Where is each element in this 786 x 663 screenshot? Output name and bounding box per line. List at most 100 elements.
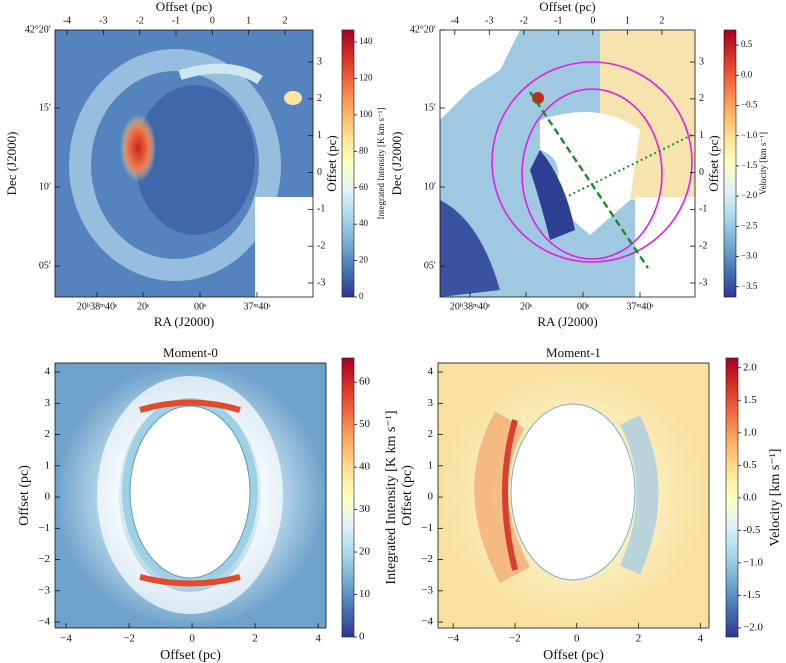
panel-title: Moment-0 [163, 345, 218, 360]
colorbar-tick-label: −0.5 [741, 100, 758, 110]
top-tick-label: -4 [451, 15, 459, 26]
colorbar-label: Velocity [km s⁻¹] [768, 449, 783, 547]
colorbar-tick-label: 20 [359, 546, 371, 558]
colorbar-tick-label: -0.5 [743, 524, 761, 536]
plot-frame [54, 362, 327, 629]
top-tick-label: 0 [210, 15, 215, 26]
plot-frame [437, 362, 710, 629]
right-tick-label: -1 [317, 204, 325, 215]
x-axis-label: RA (J2000) [537, 314, 597, 329]
colorbar-tick-label: −2.0 [741, 190, 758, 200]
x-tick-label: −2 [509, 633, 521, 645]
top-tick-label: 2 [659, 15, 664, 26]
right-axis-label: Offset (pc) [324, 135, 339, 191]
right-tick-label: 3 [699, 56, 704, 67]
x-tick-label: 20ˢ [137, 301, 149, 312]
x-tick-label: 20ʰ38ᵐ40ˢ [450, 301, 490, 312]
y-tick-label: −3 [38, 584, 50, 596]
colorbar-tick-label: −1.5 [741, 160, 758, 170]
y-tick-label: 2 [45, 428, 51, 440]
colorbar-tick-label: 100 [359, 109, 373, 119]
y-tick-label: 3 [45, 397, 51, 409]
right-tick-label: -3 [317, 277, 325, 288]
x-tick-label: 00ˢ [194, 301, 206, 312]
top-tick-label: -1 [554, 15, 562, 26]
colorbar-tick-label: 0.0 [741, 69, 753, 79]
right-tick-label: -2 [317, 240, 325, 251]
colorbar-tick-label: 60 [359, 182, 369, 192]
y-tick-label: 42°20′ [25, 24, 51, 35]
plot-frame [439, 29, 696, 298]
y-tick-label: 10′ [39, 181, 51, 192]
right-tick-label: -2 [699, 240, 707, 251]
y-tick-label: 4 [45, 366, 51, 378]
x-tick-label: 20ˢ [520, 301, 532, 312]
x-tick-label: −4 [447, 633, 459, 645]
y-tick-label: 3 [428, 397, 434, 409]
colorbar-tick-label: -1.5 [743, 589, 761, 601]
colorbar-tick-label: 1.0 [743, 426, 757, 438]
colorbar-tick-label: −2.5 [741, 220, 758, 230]
right-tick-label: 2 [699, 93, 704, 104]
x-tick-label: 37ᵐ40ˢ [243, 301, 270, 312]
right-tick-label: -3 [699, 277, 707, 288]
x-axis-label: RA (J2000) [154, 314, 214, 329]
colorbar-label: Integrated Intensity [K km s⁻¹] [384, 410, 399, 584]
right-tick-label: 3 [317, 56, 322, 67]
top-tick-label: -3 [99, 15, 107, 26]
colorbar-tick-label: −1.0 [741, 130, 758, 140]
x-tick-label: 00ˢ [577, 301, 589, 312]
colorbar-tick-label: 20 [359, 255, 369, 265]
x-tick-label: −4 [60, 633, 72, 645]
y-tick-label: 05′ [424, 260, 436, 271]
right-tick-label: 2 [317, 93, 322, 104]
x-axis-label: Offset (pc) [543, 648, 604, 663]
top-tick-label: -2 [520, 15, 528, 26]
y-axis-label: Dec (J2000) [389, 132, 404, 196]
colorbar-label: Integrated Intensity [K km s⁻¹] [376, 108, 386, 220]
right-tick-label: 1 [699, 130, 704, 141]
colorbar-tick-label: 0.5 [743, 459, 757, 471]
top-tick-label: 0 [590, 15, 595, 26]
right-tick-label: 1 [317, 130, 322, 141]
moment1-map [438, 363, 709, 628]
right-axis-label: Offset (pc) [706, 135, 721, 191]
y-tick-label: −4 [38, 616, 50, 628]
top-tick-label: -2 [135, 15, 143, 26]
y-tick-label: −2 [421, 553, 433, 565]
x-tick-label: −2 [123, 633, 135, 645]
y-tick-label: 1 [45, 459, 51, 471]
y-tick-label: 0 [45, 491, 51, 503]
colorbar-tick-label: 10 [359, 588, 371, 600]
colorbar-tick-label: −1.0 [743, 556, 763, 568]
top-axis-label: Offset (pc) [539, 0, 595, 14]
x-tick-label: 2 [636, 633, 642, 645]
x-tick-label: 0 [189, 633, 195, 645]
top-tick-label: 2 [283, 15, 288, 26]
moment0-map [55, 363, 326, 628]
x-tick-label: 20ʰ38ᵐ40ˢ [77, 301, 117, 312]
colorbar-label: Velocity [km s⁻¹] [758, 132, 768, 195]
y-tick-label: −2 [38, 553, 50, 565]
colorbar-tick-label: 2.0 [743, 361, 757, 373]
colorbar-tick-label: 0.5 [741, 39, 753, 49]
colorbars [341, 29, 739, 638]
colorbar-tick-label: 0 [359, 291, 364, 301]
y-tick-label: 0 [428, 491, 434, 503]
colorbar-tick-label: 140 [359, 36, 373, 46]
colorbar-tick-label: 80 [359, 145, 369, 155]
right-tick-label: 0 [317, 167, 322, 178]
colorbar-tick-label: 60 [359, 376, 371, 388]
colorbar-tick-label: −3.0 [741, 251, 758, 261]
colorbar-tick-label: −2.0 [743, 621, 763, 633]
right-tick-label: 0 [699, 167, 704, 178]
y-tick-label: 2 [428, 428, 434, 440]
colorbar-tick-label: 40 [359, 218, 369, 228]
x-tick-label: 37ᵐ40ˢ [626, 301, 653, 312]
y-tick-label: −3 [421, 584, 433, 596]
y-tick-label: 4 [428, 366, 434, 378]
y-tick-label: 05′ [39, 260, 51, 271]
y-axis-label: Dec (J2000) [4, 132, 19, 196]
colorbar-tick-label: 30 [359, 503, 371, 515]
